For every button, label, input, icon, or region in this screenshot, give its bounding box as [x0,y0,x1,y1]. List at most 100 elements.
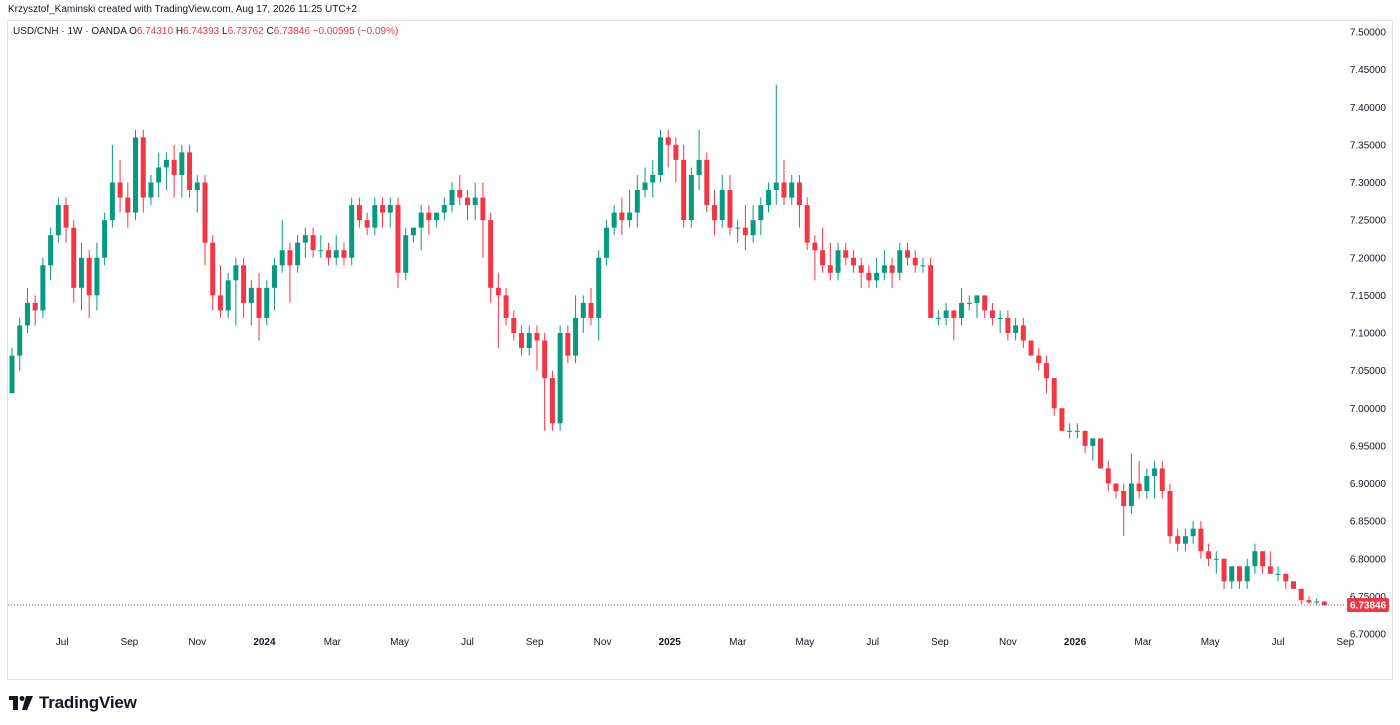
candle-body[interactable] [341,250,347,258]
candle-body[interactable] [372,205,378,228]
candle-body[interactable] [441,205,447,213]
candle-body[interactable] [688,174,694,221]
candle-body[interactable] [1190,528,1196,537]
candle-body[interactable] [264,287,270,318]
candle-body[interactable] [1098,438,1104,469]
candle-body[interactable] [866,272,872,281]
candle-body[interactable] [426,212,432,221]
candle-body[interactable] [287,250,293,266]
candle-body[interactable] [480,197,486,221]
candle-body[interactable] [349,205,355,258]
candle-body[interactable] [63,205,69,228]
candle-body[interactable] [1213,558,1219,560]
candle-body[interactable] [511,317,517,333]
candle-body[interactable] [874,272,880,281]
candle-body[interactable] [557,333,563,424]
candle-body[interactable] [449,190,455,206]
candle-body[interactable] [464,197,470,206]
candle-body[interactable] [71,227,77,288]
candle-body[interactable] [750,220,756,236]
candle-body[interactable] [966,302,972,304]
candle-body[interactable] [627,212,633,221]
candle-body[interactable] [1043,363,1049,379]
candle-body[interactable] [1314,601,1320,603]
candle-body[interactable] [935,317,941,319]
candle-body[interactable] [758,205,764,221]
price-axis[interactable]: 7.50000 7.45000 7.40000 7.35000 7.30000 7.250… [1350,28,1387,641]
candle-body[interactable] [1159,468,1165,492]
candle-body[interactable] [148,182,154,198]
symbol-label[interactable]: USD/CNH · 1W · OANDA [13,26,127,37]
candle-body[interactable] [233,265,239,281]
candle-body[interactable] [78,257,84,288]
candle-body[interactable] [1252,551,1258,567]
candle-body[interactable] [1206,551,1212,559]
candle-body[interactable] [1074,430,1080,432]
candle-body[interactable] [94,257,100,296]
candle-body[interactable] [843,250,849,258]
candle-body[interactable] [881,265,887,273]
candle-body[interactable] [796,182,802,206]
candle-body[interactable] [140,137,146,198]
candle-body[interactable] [1113,483,1119,492]
candle-body[interactable] [1121,491,1127,507]
candle-body[interactable] [1291,581,1297,589]
candle-body[interactable] [472,197,478,206]
candle-body[interactable] [194,182,200,191]
candle-body[interactable] [1067,430,1073,432]
candle-body[interactable] [850,257,856,266]
candle-body[interactable] [326,250,332,258]
candle-body[interactable] [380,205,386,213]
candle-body[interactable] [1152,468,1158,476]
candle-body[interactable] [1198,528,1204,552]
candle-body[interactable] [1090,438,1096,446]
candle-body[interactable] [573,317,579,356]
candle-body[interactable] [403,235,409,273]
candle-body[interactable] [704,159,710,206]
candle-body[interactable] [542,340,548,379]
candle-body[interactable] [86,257,92,296]
candle-body[interactable] [434,212,440,221]
candle-body[interactable] [673,144,679,160]
candle-body[interactable] [712,205,718,221]
candle-body[interactable] [9,355,15,394]
candle-body[interactable] [32,302,38,311]
candle-body[interactable] [727,190,733,228]
candle-body[interactable] [1051,378,1057,409]
candle-body[interactable] [163,159,169,168]
candle-body[interactable] [1182,536,1188,544]
candle-body[interactable] [928,265,934,318]
candle-body[interactable] [1244,566,1250,582]
candle-body[interactable] [1059,408,1065,431]
candle-body[interactable] [1275,573,1281,575]
candle-body[interactable] [1128,483,1134,507]
candle-body[interactable] [225,280,231,311]
candle-body[interactable] [333,250,339,258]
candle-body[interactable] [781,182,787,198]
candle-body[interactable] [603,227,609,258]
candle-body[interactable] [17,325,23,356]
candle-body[interactable] [503,295,509,318]
candle-body[interactable] [457,190,463,198]
candle-body[interactable] [619,212,625,221]
candle-body[interactable] [1260,551,1266,567]
candle-body[interactable] [696,159,702,175]
candle-body[interactable] [410,227,416,236]
candle-body[interactable] [766,190,772,206]
candle-body[interactable] [634,190,640,213]
candle-body[interactable] [310,235,316,251]
candle-body[interactable] [982,295,988,311]
candle-body[interactable] [681,159,687,221]
candle-body[interactable] [526,333,532,349]
candle-body[interactable] [519,333,525,349]
candle-body[interactable] [488,220,494,288]
candle-body[interactable] [24,302,30,326]
candle-body[interactable] [959,302,965,318]
candle-body[interactable] [1298,588,1304,601]
candle-body[interactable] [650,174,656,183]
candle-body[interactable] [804,205,810,243]
candle-body[interactable] [156,167,162,183]
candle-body[interactable] [1229,566,1235,582]
candle-body[interactable] [102,220,108,258]
candle-body[interactable] [897,250,903,273]
